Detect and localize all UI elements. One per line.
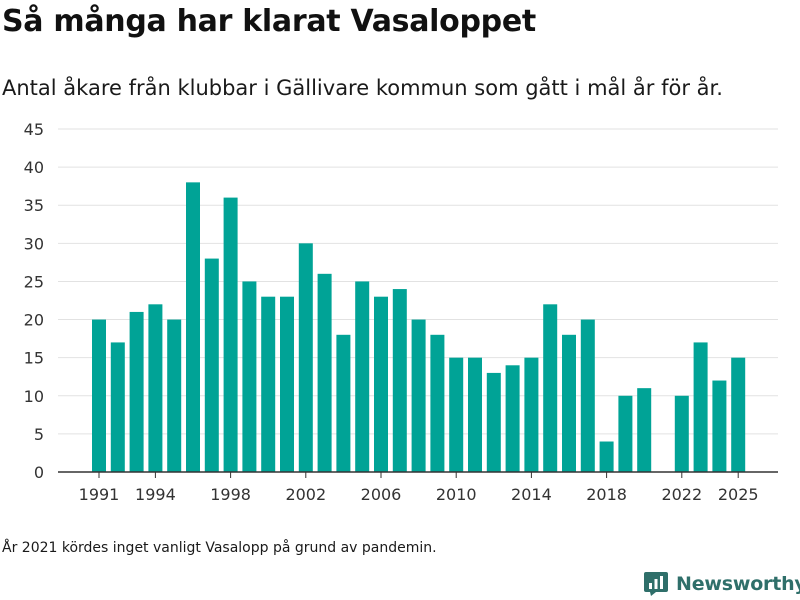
y-tick-label: 40 [24,158,44,177]
y-tick-label: 30 [24,234,44,253]
bar-2007 [392,289,407,472]
y-tick-label: 5 [34,425,44,444]
x-tick-label: 2006 [361,485,402,504]
bar-1998 [223,197,238,472]
bar-2010 [449,357,464,472]
bar-2013 [505,365,520,472]
bar-2000 [261,296,276,472]
bar-2005 [355,281,370,472]
bar-2008 [411,319,426,472]
y-tick-label: 35 [24,196,44,215]
bar-2015 [543,304,558,472]
bar-1992 [110,342,125,472]
bar-2023 [693,342,708,472]
bar-2001 [280,296,294,472]
bar-2017 [580,319,595,472]
bar-2014 [524,357,539,472]
bar-2025 [731,357,746,472]
bar-2022 [674,395,689,472]
bar-2003 [317,273,332,472]
brand-name: Newsworthy [676,573,800,595]
y-tick-label: 45 [24,120,44,139]
bar-2018 [599,441,614,472]
bar-1999 [242,281,257,472]
bar-2006 [374,296,388,472]
y-tick-label: 20 [24,311,44,330]
x-tick-label: 1994 [135,485,176,504]
bar-1995 [167,319,182,472]
x-tick-label: 2010 [436,485,477,504]
bar-2019 [618,395,633,472]
y-tick-label: 10 [24,387,44,406]
bar-1996 [186,182,200,472]
bar-2002 [298,243,313,472]
bar-2024 [712,380,727,472]
x-tick-label: 2014 [511,485,552,504]
newsworthy-logo-icon [644,572,668,596]
bar-1993 [129,311,144,472]
bar-2016 [562,334,576,472]
bars [92,182,746,472]
y-tick-label: 15 [24,349,44,368]
x-tick-label: 2002 [285,485,326,504]
footnote: År 2021 kördes inget vanligt Vasalopp på… [2,540,437,556]
x-tick-label: 2018 [586,485,627,504]
x-tick-label: 2025 [718,485,759,504]
page-title: Så många har klarat Vasaloppet [2,4,536,39]
bar-1991 [92,319,106,472]
x-tick-label: 1991 [79,485,120,504]
bar-2011 [468,357,482,472]
bar-1994 [148,304,163,472]
brand: Newsworthy [644,568,800,600]
y-tick-label: 0 [34,463,44,482]
bar-2004 [336,334,351,472]
x-tick-label: 1998 [210,485,251,504]
y-tick-label: 25 [24,272,44,291]
bar-2009 [430,334,445,472]
x-tick-label: 2022 [661,485,702,504]
page-subtitle: Antal åkare från klubbar i Gällivare kom… [2,76,723,100]
bar-2020 [637,388,652,472]
bar-1997 [204,258,219,472]
bar-2012 [486,372,501,472]
